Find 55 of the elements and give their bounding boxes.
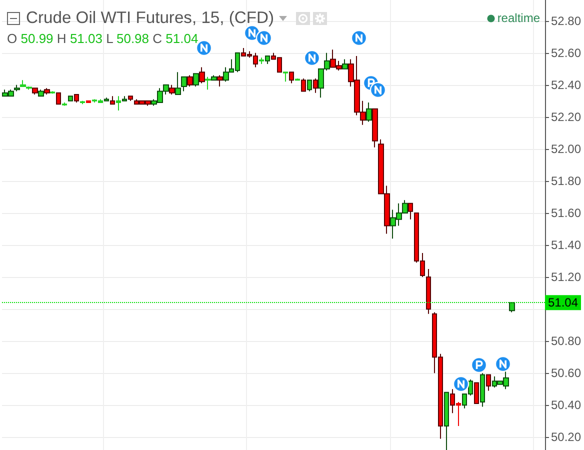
candlestick [426,268,431,314]
candlestick [50,90,55,94]
candlestick [509,302,515,313]
candlestick [307,80,312,92]
annotation: realtime [497,11,540,26]
candlestick [444,392,449,450]
ref-line-label: 51.04 [548,296,578,310]
text: O 50.99 H 51.03 L 50.98 C 51.04 [7,31,198,46]
candlestick [366,102,372,122]
candlestick [313,78,318,94]
candlestick [56,92,61,105]
y-tick-label: 52.20 [550,110,582,124]
candlestick [44,88,50,95]
candlestick [372,108,378,148]
y-tick-label: 50.60 [550,366,582,380]
y-tick-label: 50.40 [550,398,582,412]
candlestick [408,202,413,220]
y-tick-label: 52.80 [550,14,582,28]
text: Crude Oil WTI Futures, 15, (CFD) [26,8,274,28]
candlestick [301,78,306,92]
candlestick [175,72,181,95]
candlestick [474,382,479,404]
y-tick-label: 50.20 [550,430,582,444]
candlestick [187,74,193,87]
candlestick [217,74,223,87]
candlestick [110,96,115,105]
y-tick-label: 52.40 [550,78,582,92]
candlestick [486,374,491,392]
candlestick [68,96,73,102]
candlestick [20,80,26,87]
candlestick [295,78,300,81]
y-tick-label: 51.80 [550,174,582,188]
candlestick [283,72,288,82]
candlestick [14,84,20,92]
y-tick-label: 51.20 [550,270,582,284]
candlestick [193,73,199,87]
y-tick-label: 50.80 [550,334,582,348]
candlestick [74,94,79,103]
candlestick [128,96,133,102]
candlestick [38,89,44,97]
candlestick [80,100,85,105]
y-tick-label: 52.60 [550,46,582,60]
candlestick [86,100,91,103]
candlestick [169,84,175,95]
y-tick-label: 51.60 [550,206,582,220]
candlestick [342,58,348,70]
candlestick [32,88,38,95]
y-tick-label: 51.40 [550,238,582,252]
candlestick [289,72,294,84]
candlestick [199,66,205,84]
y-tick-label: 52.00 [550,142,582,156]
candlestick [181,76,187,92]
candlestick [480,372,485,408]
candlestick [26,86,32,90]
candlestick [62,102,67,106]
